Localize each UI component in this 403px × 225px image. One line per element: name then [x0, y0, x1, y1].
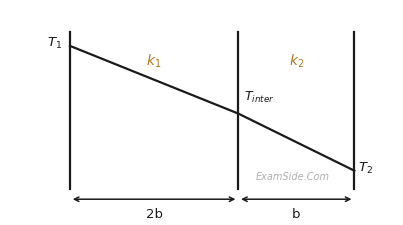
Text: b: b — [292, 207, 301, 220]
Text: 2b: 2b — [145, 207, 162, 220]
Text: ExamSide.Com: ExamSide.Com — [256, 172, 329, 182]
Text: $k_2$: $k_2$ — [289, 53, 304, 70]
Text: $T_1$: $T_1$ — [47, 36, 62, 51]
Text: $T_2$: $T_2$ — [358, 161, 373, 176]
Text: $T_{inter}$: $T_{inter}$ — [244, 90, 274, 105]
Text: $k_1$: $k_1$ — [146, 53, 162, 70]
